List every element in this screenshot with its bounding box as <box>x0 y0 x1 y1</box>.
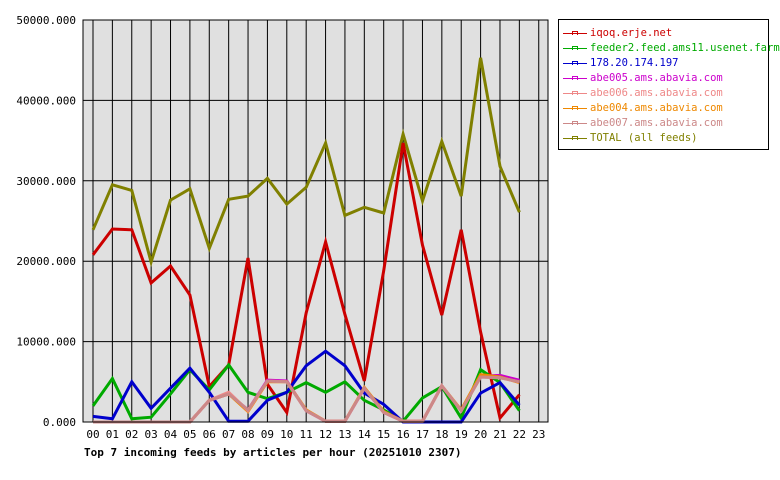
legend-label: abe007.ams.abavia.com <box>590 117 723 129</box>
legend-label: iqoq.erje.net <box>590 27 673 39</box>
legend-label: TOTAL (all feeds) <box>590 132 698 144</box>
y-tick-label: 50000.000 <box>16 14 76 27</box>
legend-item: abe006.ams.abavia.com <box>559 86 768 101</box>
series-line-feeder2-feed-ams11-usenet-farm <box>91 362 521 424</box>
x-tick-label: 20 <box>474 428 487 441</box>
legend-label: abe005.ams.abavia.com <box>590 72 723 84</box>
x-tick-label: 18 <box>435 428 448 441</box>
x-tick-label: 21 <box>493 428 506 441</box>
x-tick-label: 02 <box>125 428 138 441</box>
legend-line-marker-icon <box>563 30 587 38</box>
grid-lines <box>83 19 548 423</box>
legend-line-marker-icon <box>563 60 587 68</box>
y-tick-label: 10000.000 <box>16 336 76 349</box>
x-tick-label: 08 <box>241 428 254 441</box>
y-tick-label: 0.000 <box>43 416 76 429</box>
x-tick-label: 15 <box>377 428 390 441</box>
legend-item: iqoq.erje.net <box>559 26 768 41</box>
x-tick-label: 01 <box>106 428 119 441</box>
legend-line-marker-icon <box>563 45 587 53</box>
x-axis-ticks: 00 01 02 03 04 05 06 07 08 09 10 11 12 13 14 15 16 17 18 19… <box>86 428 545 441</box>
legend-item: abe007.ams.abavia.com <box>559 116 768 131</box>
x-tick-label: 10 <box>280 428 293 441</box>
legend-label: 178.20.174.197 <box>590 57 679 69</box>
legend-item: feeder2.feed.ams11.usenet.farm <box>559 41 780 56</box>
x-tick-label: 22 <box>513 428 526 441</box>
legend-item: abe004.ams.abavia.com <box>559 101 768 116</box>
x-tick-label: 05 <box>183 428 196 441</box>
y-axis-ticks: 0.000 10000.000 20000.000 30000.000 40000.00… <box>16 14 76 429</box>
x-tick-label: 13 <box>338 428 351 441</box>
x-tick-label: 07 <box>222 428 235 441</box>
legend: iqoq.erje.net feeder2.feed.ams11.usenet.f… <box>558 19 780 150</box>
x-tick-label: 16 <box>396 428 409 441</box>
x-tick-label: 03 <box>145 428 158 441</box>
x-tick-label: 19 <box>455 428 468 441</box>
y-tick-label: 30000.000 <box>16 175 76 188</box>
legend-label: abe004.ams.abavia.com <box>590 102 723 114</box>
x-tick-label: 14 <box>358 428 372 441</box>
legend-line-marker-icon <box>563 120 587 128</box>
legend-line-marker-icon <box>563 75 587 83</box>
plot-area <box>83 20 548 422</box>
legend-line-marker-icon <box>563 105 587 113</box>
x-tick-label: 04 <box>164 428 178 441</box>
x-tick-label: 06 <box>203 428 216 441</box>
legend-line-marker-icon <box>563 135 587 143</box>
legend-label: abe006.ams.abavia.com <box>590 87 723 99</box>
series-line-iqoq-erje-net <box>91 142 521 422</box>
x-tick-label: 00 <box>86 428 99 441</box>
legend-item: abe005.ams.abavia.com <box>559 71 768 86</box>
y-tick-label: 20000.000 <box>16 255 76 268</box>
series-line-total-all-feeds- <box>91 57 521 268</box>
legend-line-marker-icon <box>563 90 587 98</box>
y-tick-label: 40000.000 <box>16 94 76 107</box>
x-tick-label: 23 <box>532 428 545 441</box>
legend-item: TOTAL (all feeds) <box>559 131 768 146</box>
plot-border <box>82 19 549 423</box>
legend-label: feeder2.feed.ams11.usenet.farm <box>590 42 780 54</box>
chart-title: Top 7 incoming feeds by articles per hou… <box>84 446 462 459</box>
x-tick-label: 12 <box>319 428 332 441</box>
x-tick-label: 11 <box>300 428 313 441</box>
legend-item: 178.20.174.197 <box>559 56 768 71</box>
x-tick-label: 09 <box>261 428 274 441</box>
x-tick-label: 17 <box>416 428 429 441</box>
